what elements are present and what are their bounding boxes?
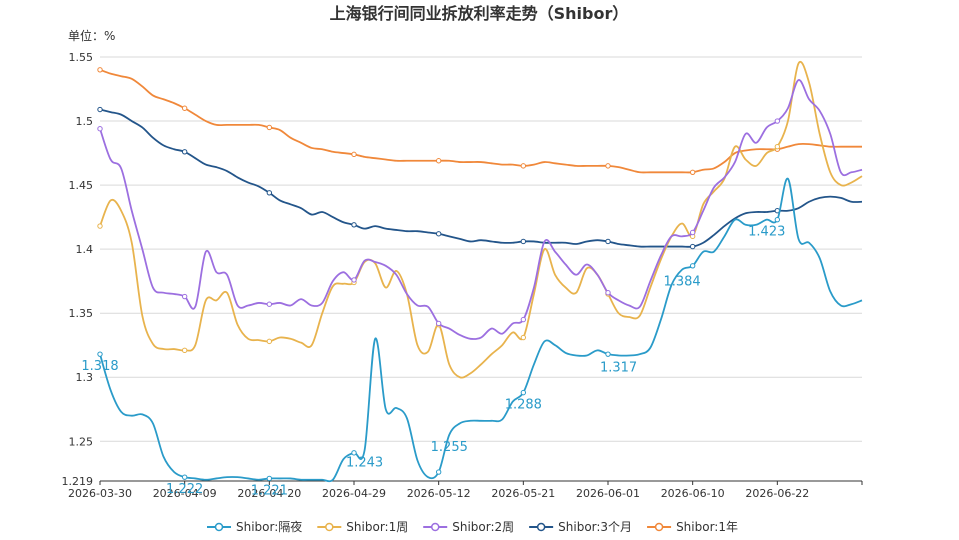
legend-marker [214, 522, 224, 532]
chart-title: 上海银行间同业拆放利率走势（Shibor） [330, 4, 629, 23]
legend-label: Shibor:隔夜 [236, 519, 302, 534]
y-tick-label: 1.219 [62, 475, 94, 488]
x-tick-label: 2026-06-10 [661, 487, 725, 500]
legend-item-4[interactable]: Shibor:1年 [647, 520, 738, 534]
legend-item-1[interactable]: Shibor:1周 [317, 520, 408, 534]
legend-label: Shibor:1年 [676, 520, 738, 534]
data-point-3 [266, 190, 273, 196]
x-tick-label: 2026-04-09 [153, 487, 217, 500]
x-axis: 2026-03-30 2026-04-09 2026-04-20 2026-04-29… [68, 481, 863, 500]
data-point-1 [266, 338, 273, 345]
data-label: 1.288 [505, 398, 542, 413]
grid-lines [100, 56, 862, 482]
x-tick-label: 2026-04-29 [322, 487, 386, 500]
data-label: 1.221 [251, 483, 288, 498]
data-point-4 [97, 67, 103, 73]
data-point-3 [181, 149, 188, 155]
y-tick-label: 1.45 [69, 179, 94, 192]
data-point-2 [689, 229, 696, 236]
data-point-4 [605, 163, 611, 169]
series-line-2 [99, 79, 863, 340]
data-label: 1.423 [748, 225, 785, 240]
y-tick-label: 1.4 [76, 243, 94, 256]
data-point-1 [181, 347, 188, 354]
data-point-0 [605, 351, 611, 357]
data-point-3 [97, 106, 103, 113]
y-tick-label: 1.35 [69, 307, 94, 320]
data-point-3 [520, 238, 527, 245]
data-point-0 [435, 469, 442, 475]
data-point-2 [351, 277, 357, 283]
data-point-4 [689, 169, 696, 175]
legend-marker [325, 522, 334, 532]
data-point-3 [435, 231, 442, 237]
x-tick-label: 2026-04-20 [237, 487, 301, 500]
legend-item-3[interactable]: Shibor:3个月 [529, 520, 632, 534]
series-lines [97, 61, 863, 483]
data-point-4 [520, 163, 527, 169]
x-tick-label: 2026-05-12 [407, 487, 471, 500]
legend[interactable]: Shibor:隔夜 Shibor:1周 Shibor:2周 Shibor:3个月 Shi… [207, 519, 738, 534]
y-axis: 1.55 1.5 1.45 1.4 1.35 1.3 1.25 1.219 [62, 51, 94, 488]
data-point-1 [774, 143, 781, 150]
y-tick-label: 1.3 [76, 371, 94, 384]
data-point-0 [181, 474, 188, 480]
data-point-3 [351, 222, 357, 228]
data-labels: 1.318 1.222 1.221 1.243 1.255 1.288 1.317 1.384… [81, 225, 785, 499]
data-label: 1.317 [600, 360, 637, 375]
data-point-4 [351, 151, 357, 158]
data-point-2 [605, 289, 611, 296]
data-label: 1.384 [663, 275, 700, 290]
x-tick-label: 2026-05-21 [491, 487, 555, 500]
data-label: 1.243 [346, 455, 383, 470]
data-point-0 [97, 351, 103, 357]
data-point-4 [181, 105, 188, 111]
data-point-0 [520, 389, 527, 396]
legend-label: Shibor:3个月 [558, 520, 632, 534]
data-point-2 [181, 293, 188, 300]
data-point-4 [435, 158, 442, 164]
data-label: 1.255 [431, 440, 468, 455]
data-point-0 [689, 263, 696, 269]
data-point-3 [605, 238, 611, 245]
data-point-1 [520, 334, 527, 341]
x-tick-label: 2026-06-01 [576, 487, 640, 500]
legend-label: Shibor:2周 [452, 520, 514, 534]
data-point-0 [351, 450, 357, 456]
x-tick-label: 2026-03-30 [68, 487, 132, 500]
legend-marker [536, 522, 546, 532]
data-point-2 [520, 316, 527, 323]
legend-marker [430, 522, 440, 532]
unit-label: 单位：% [68, 28, 115, 43]
data-point-2 [97, 126, 103, 132]
y-tick-label: 1.55 [69, 51, 94, 64]
legend-item-0[interactable]: Shibor:隔夜 [207, 519, 302, 534]
series-line-4 [99, 68, 862, 174]
data-point-4 [266, 124, 273, 131]
data-label: 1.222 [166, 482, 203, 497]
legend-label: Shibor:1周 [346, 520, 408, 534]
series-line-3 [99, 108, 863, 248]
x-tick-label: 2026-06-22 [745, 487, 809, 500]
y-tick-label: 1.25 [69, 435, 94, 448]
data-point-2 [774, 118, 781, 124]
data-label: 1.318 [81, 359, 118, 374]
data-point-2 [435, 320, 442, 327]
data-point-0 [266, 475, 273, 482]
data-point-1 [97, 223, 103, 229]
y-tick-label: 1.5 [76, 115, 94, 128]
data-point-0 [774, 216, 781, 223]
legend-marker [654, 522, 664, 532]
legend-item-2[interactable]: Shibor:2周 [423, 520, 514, 534]
data-point-2 [266, 301, 273, 307]
series-line-1 [99, 61, 863, 379]
data-point-3 [689, 243, 696, 250]
series-line-0 [99, 177, 863, 483]
